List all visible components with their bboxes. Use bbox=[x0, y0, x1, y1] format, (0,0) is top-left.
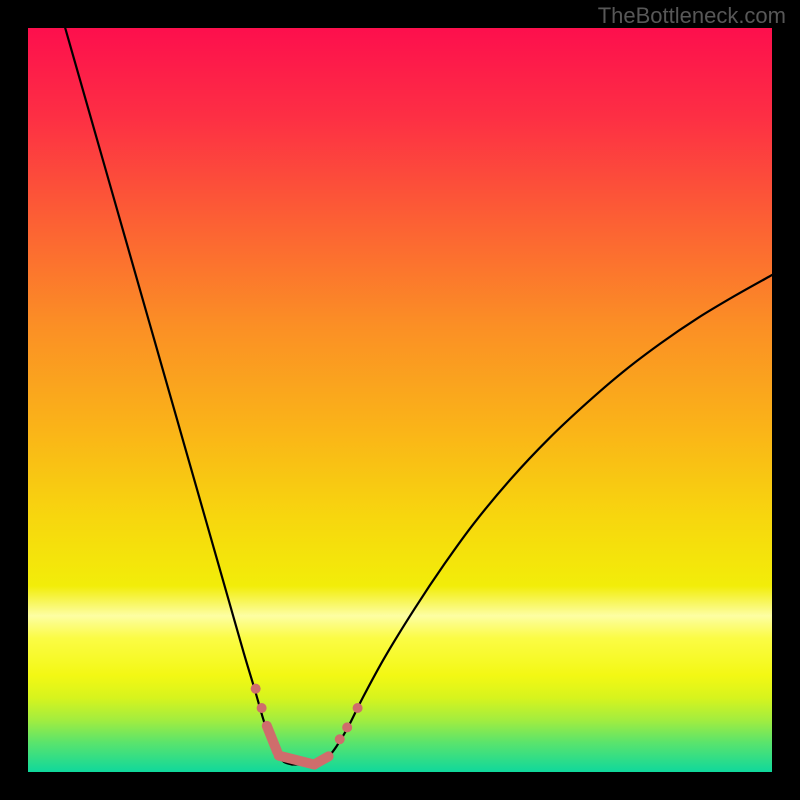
chart-frame bbox=[0, 0, 800, 800]
marker-dot bbox=[342, 722, 352, 732]
marker-dot bbox=[353, 703, 363, 713]
marker-pill bbox=[317, 756, 329, 763]
gradient-background bbox=[28, 28, 772, 772]
marker-dot bbox=[257, 703, 267, 713]
watermark-text: TheBottleneck.com bbox=[598, 3, 786, 29]
marker-dot bbox=[251, 684, 261, 694]
plot-area bbox=[28, 28, 772, 772]
chart-svg bbox=[28, 28, 772, 772]
marker-dot bbox=[335, 734, 345, 744]
